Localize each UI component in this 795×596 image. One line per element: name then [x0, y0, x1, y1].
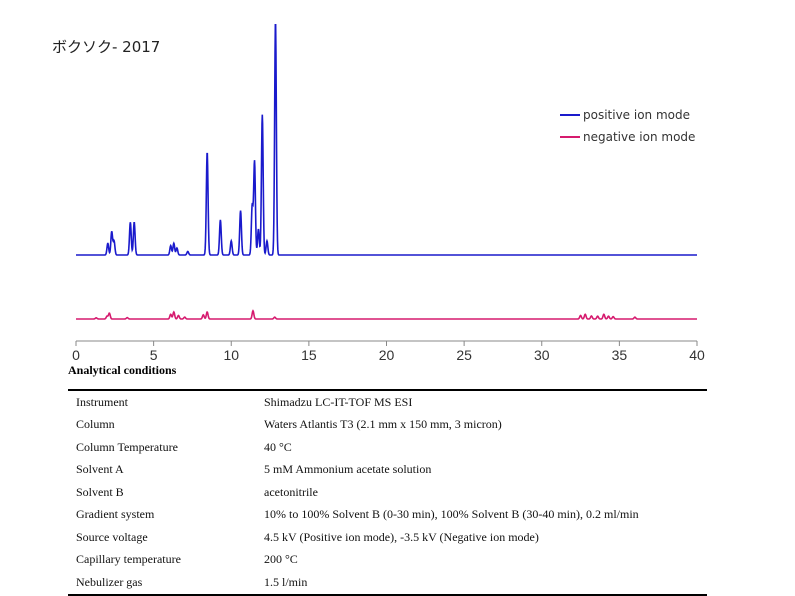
- condition-label: Nebulizer gas: [76, 574, 143, 589]
- condition-label: Gradient system: [76, 507, 155, 522]
- x-tick-label: 25: [456, 347, 472, 363]
- x-tick-label: 35: [612, 347, 628, 363]
- x-tick-label: 10: [223, 347, 239, 363]
- x-tick-label: 15: [301, 347, 317, 363]
- table-row: Gradient system 10% to 100% Solvent B (0-…: [68, 504, 707, 527]
- condition-label: Capillary temperature: [76, 552, 181, 567]
- condition-value: 40 °C: [264, 439, 292, 454]
- condition-value: 200 °C: [264, 552, 298, 567]
- x-tick-label: 0: [72, 347, 80, 363]
- condition-value: 1.5 l/min: [264, 574, 308, 589]
- conditions-heading: Analytical conditions: [68, 363, 177, 377]
- chromatogram-chart: 0 5 10 15 20 25 30 35 40 positive ion mode negati…: [72, 24, 705, 363]
- conditions-table: Instrument Shimadzu LC-IT-TOF MS ESI Colum…: [68, 389, 707, 596]
- condition-label: Source voltage: [76, 529, 148, 544]
- table-row: Source voltage 4.5 kV (Positive ion mode)…: [68, 526, 707, 549]
- table-row: Capillary temperature 200 °C: [68, 549, 707, 572]
- condition-value: acetonitrile: [264, 484, 318, 499]
- x-tick-label: 30: [534, 347, 550, 363]
- condition-value: Waters Atlantis T3 (2.1 mm x 150 mm, 3 m…: [264, 417, 502, 432]
- x-tick-label: 40: [689, 347, 705, 363]
- condition-value: Shimadzu LC-IT-TOF MS ESI: [264, 394, 413, 409]
- condition-label: Column Temperature: [76, 439, 178, 454]
- series-line-positive: [76, 24, 697, 256]
- condition-value: 4.5 kV (Positive ion mode), -3.5 kV (Neg…: [264, 529, 539, 544]
- table-row: Column Waters Atlantis T3 (2.1 mm x 150 m…: [68, 414, 707, 437]
- table-row: Nebulizer gas 1.5 l/min: [68, 571, 707, 595]
- table-row: Solvent B acetonitrile: [68, 481, 707, 504]
- table-row: Column Temperature 40 °C: [68, 436, 707, 459]
- legend-entry: negative ion mode: [583, 130, 695, 144]
- condition-label: Instrument: [76, 394, 128, 409]
- chart-title: ボクソク- 2017: [52, 38, 161, 56]
- x-tick-label: 20: [379, 347, 395, 363]
- x-tick-label: 5: [150, 347, 158, 363]
- condition-label: Column: [76, 417, 115, 432]
- condition-value: 5 mM Ammonium acetate solution: [264, 462, 432, 477]
- legend-entry: positive ion mode: [583, 108, 690, 122]
- table-row: Instrument Shimadzu LC-IT-TOF MS ESI: [68, 390, 707, 414]
- table-row: Solvent A 5 mM Ammonium acetate solution: [68, 459, 707, 482]
- condition-label: Solvent B: [76, 484, 124, 499]
- condition-label: Solvent A: [76, 462, 124, 477]
- series-line-negative: [76, 309, 697, 320]
- condition-value: 10% to 100% Solvent B (0-30 min), 100% S…: [264, 507, 639, 522]
